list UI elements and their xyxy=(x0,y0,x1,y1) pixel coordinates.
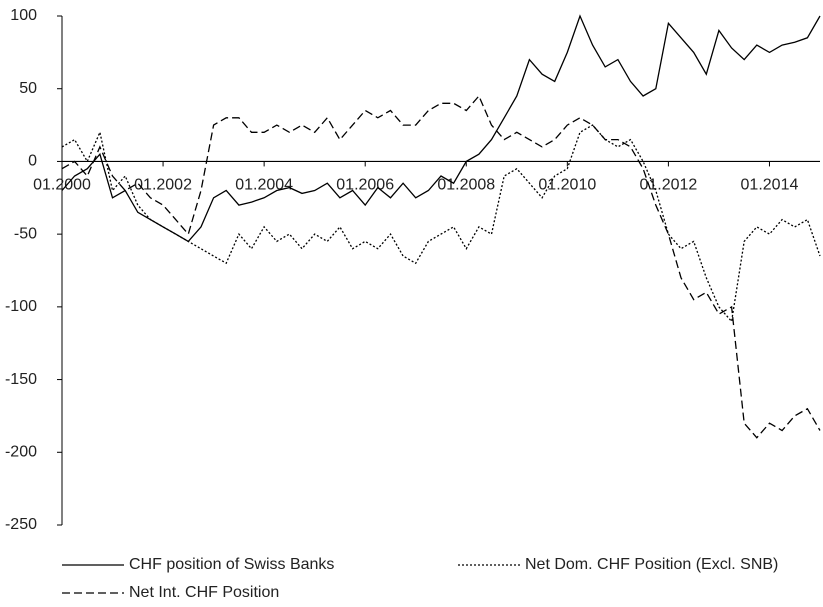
y-tick-label: -50 xyxy=(14,225,37,242)
y-tick-label: -150 xyxy=(5,371,37,388)
x-tick-label: 01.2014 xyxy=(741,177,799,194)
legend-label: Net Dom. CHF Position (Excl. SNB) xyxy=(525,556,778,573)
x-tick-label: 01.2012 xyxy=(639,177,697,194)
y-tick-label: 50 xyxy=(19,80,37,97)
y-tick-label: -200 xyxy=(5,444,37,461)
y-tick-label: 0 xyxy=(28,153,37,170)
x-tick-label: 01.2006 xyxy=(336,177,394,194)
series-line xyxy=(61,124,821,323)
y-tick-label: -250 xyxy=(5,516,37,533)
x-tick-label: 01.2008 xyxy=(437,177,495,194)
x-tick-label: 01.2000 xyxy=(33,177,91,194)
legend-label: CHF position of Swiss Banks xyxy=(129,556,334,573)
y-tick-label: -100 xyxy=(5,298,37,315)
series-line xyxy=(61,14,821,243)
legend-label: Net Int. CHF Position xyxy=(129,584,279,601)
x-tick-label: 01.2010 xyxy=(538,177,596,194)
series-line xyxy=(61,94,821,439)
y-tick-label: 100 xyxy=(10,7,37,24)
x-tick-label: 01.2004 xyxy=(235,177,293,194)
x-tick-label: 01.2002 xyxy=(134,177,192,194)
